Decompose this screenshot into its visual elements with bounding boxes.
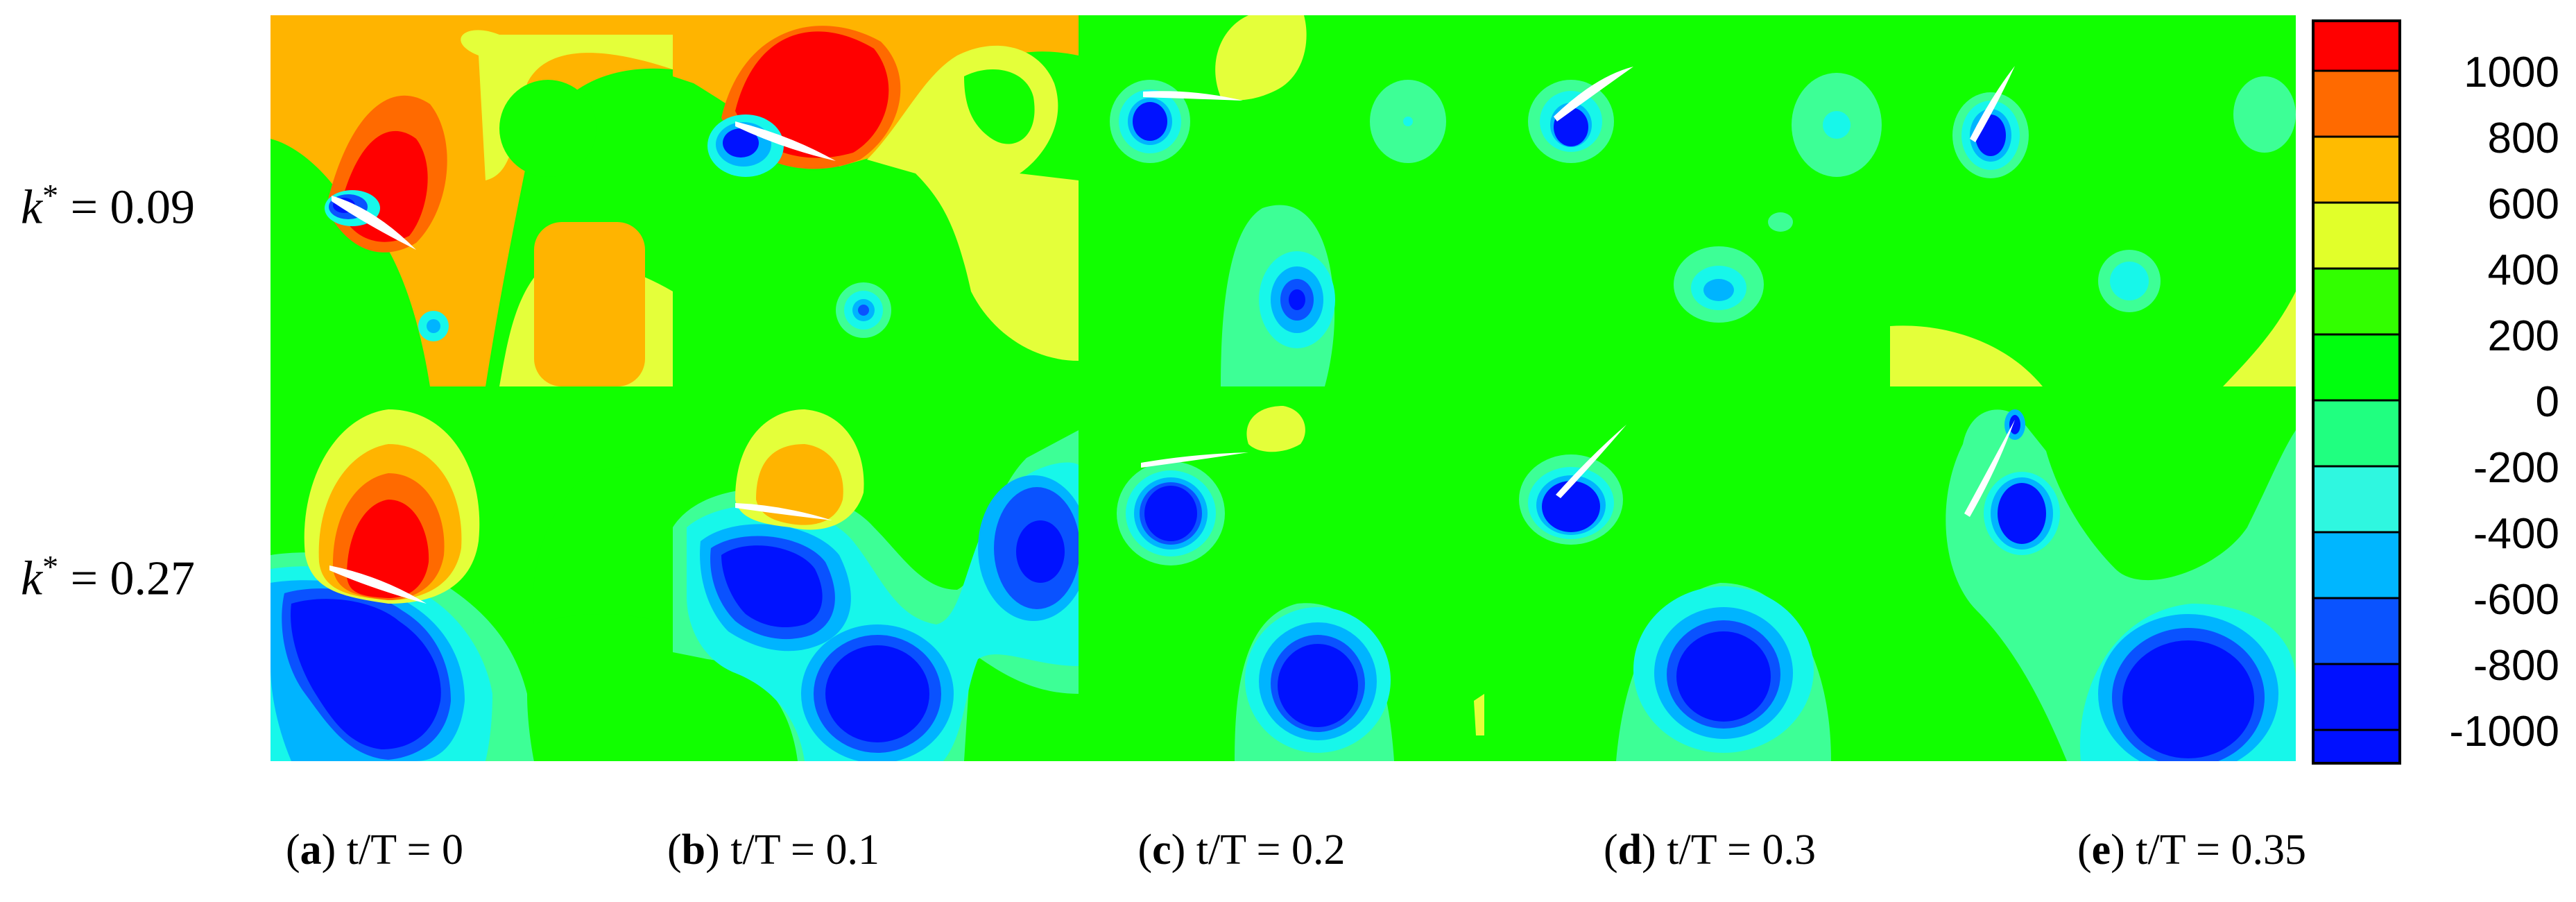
k-value: = 0.09 (70, 180, 196, 235)
row-label-k027: k* = 0.27 (21, 548, 195, 606)
caption-letter: d (1617, 826, 1642, 874)
colorbar-tick-600: 600 (2488, 180, 2559, 228)
row-label-k009: k* = 0.09 (21, 177, 195, 235)
panel-c-k009 (1079, 15, 1484, 386)
colorbar-band-neg200 (2313, 400, 2400, 466)
panel-a-k009 (271, 15, 673, 386)
caption-text: t/T = 0.2 (1196, 826, 1346, 874)
caption-letter: c (1152, 826, 1171, 874)
k-value: = 0.27 (70, 552, 196, 606)
colorbar-tick-1000: 1000 (2464, 49, 2559, 96)
colorbar: 1000 800 600 400 200 0 -200 -400 -600 -8… (2312, 19, 2559, 765)
caption-text: t/T = 0 (346, 826, 463, 874)
k-symbol: k (21, 552, 43, 606)
caption-c: (c) t/T = 0.2 (1137, 826, 1346, 874)
colorbar-tick-200: 200 (2488, 312, 2559, 360)
colorbar-band-neg800 (2313, 598, 2400, 664)
colorbar-band-neg400 (2313, 466, 2400, 532)
caption-letter: a (300, 826, 322, 874)
colorbar-band-600 (2313, 137, 2400, 203)
colorbar-tick-neg200: -200 (2473, 444, 2559, 492)
colorbar-tick-neg600: -600 (2473, 576, 2559, 624)
caption-b: (b) t/T = 0.1 (667, 826, 879, 874)
panel-b-k027 (673, 386, 1079, 761)
k-star: * (42, 549, 59, 584)
colorbar-band-400 (2313, 203, 2400, 269)
panel-e-k027 (1890, 386, 2296, 761)
panel-b-k009 (673, 15, 1079, 386)
colorbar-band-1000 (2313, 21, 2400, 71)
colorbar-tick-0: 0 (2536, 378, 2559, 426)
caption-a: (a) t/T = 0 (286, 826, 463, 874)
colorbar-band-800 (2313, 71, 2400, 137)
colorbar-band-neg600 (2313, 532, 2400, 598)
panel-c-k027 (1079, 386, 1484, 761)
colorbar-band-neg1000 (2313, 664, 2400, 763)
caption-letter: e (2091, 826, 2111, 874)
panel-e-k009 (1890, 15, 2296, 386)
caption-text: t/T = 0.1 (730, 826, 879, 874)
colorbar-tick-400: 400 (2488, 246, 2559, 294)
colorbar-band-0 (2313, 334, 2400, 400)
panel-d-k009 (1484, 15, 1890, 386)
panel-a-k027 (271, 386, 673, 761)
caption-d: (d) t/T = 0.3 (1604, 826, 1816, 874)
caption-letter: b (681, 826, 706, 874)
caption-text: t/T = 0.3 (1667, 826, 1816, 874)
caption-text: t/T = 0.35 (2136, 826, 2307, 874)
colorbar-tick-neg400: -400 (2473, 510, 2559, 558)
colorbar-tick-800: 800 (2488, 114, 2559, 162)
colorbar-tick-neg800: -800 (2473, 642, 2559, 690)
k-symbol: k (21, 180, 43, 235)
k-star: * (42, 178, 59, 213)
colorbar-band-200 (2313, 269, 2400, 334)
panel-d-k027 (1484, 386, 1890, 761)
colorbar-tick-neg1000: -1000 (2449, 708, 2559, 756)
caption-e: (e) t/T = 0.35 (2077, 826, 2307, 874)
